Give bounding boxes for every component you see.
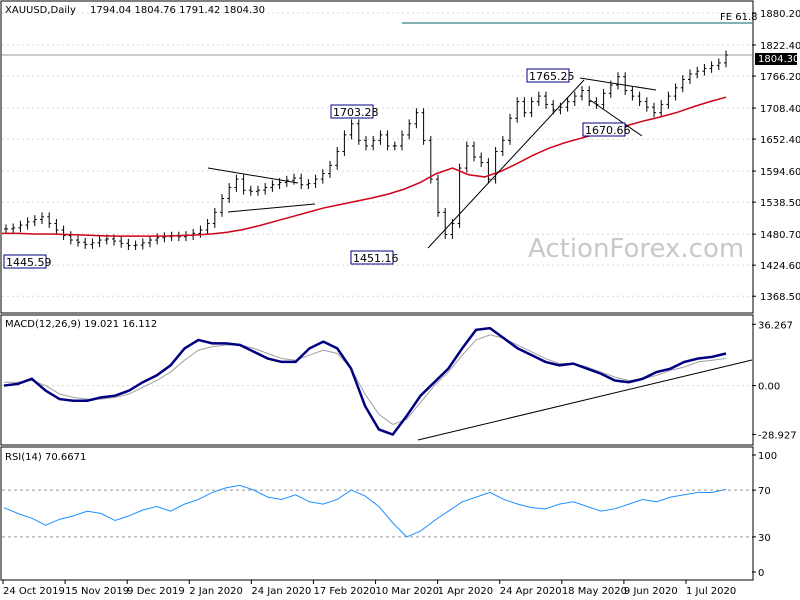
trendline	[207, 167, 299, 184]
macd-title: MACD(12,26,9) 19.021 16.112	[5, 319, 157, 330]
x-tick-label: 24 Jan 2020	[251, 586, 311, 597]
annotation-label: 1445.59	[6, 256, 52, 269]
price-gridlines	[2, 12, 752, 297]
macd-tick-label: 0.00	[758, 382, 780, 393]
price-tick-label: 1594.60	[760, 167, 800, 178]
rsi-panel-frame	[0, 446, 754, 581]
macd-line	[3, 326, 727, 437]
annotation-box	[350, 250, 394, 265]
price-tick-label: 1822.40	[760, 41, 800, 52]
trendline	[589, 99, 643, 137]
annotation-box	[330, 104, 374, 119]
x-tick-label: 17 Feb 2020	[313, 586, 375, 597]
watermark: ActionForex.com	[528, 234, 744, 264]
macd-signal-line	[4, 334, 727, 425]
price-tick-label: 1368.50	[760, 292, 800, 303]
price-tick-label: 1880.20	[760, 9, 800, 20]
x-tick-label: 24 Oct 2019	[3, 586, 65, 597]
annotation-box	[526, 68, 570, 83]
price-tick-label: 1424.60	[760, 261, 800, 272]
x-tick-label: 1 Apr 2020	[438, 586, 493, 597]
price-tick-label: 1480.70	[760, 230, 800, 241]
x-tick-label: 9 Jun 2020	[624, 586, 678, 597]
trendline	[427, 79, 585, 249]
macd-tick-label: 36.267	[758, 320, 793, 331]
x-tick-label: 15 Nov 2019	[65, 586, 129, 597]
annotation-label: 1670.66	[585, 124, 631, 137]
rsi-title: RSI(14) 70.6671	[5, 452, 86, 463]
rsi-tick-label: 0	[758, 568, 764, 579]
annotation-box	[3, 254, 47, 269]
price-tick-label: 1538.50	[760, 198, 800, 209]
rsi-tick-label: 100	[758, 451, 777, 462]
price-ohlc: 1794.04 1804.76 1791.42 1804.30	[90, 5, 265, 16]
x-tick-label: 24 Apr 2020	[500, 586, 562, 597]
x-tick-label: 1 Jul 2020	[686, 586, 736, 597]
macd-tick-label: -28.927	[758, 430, 797, 441]
annotation-box	[582, 122, 626, 137]
rsi-tick-label: 30	[758, 533, 771, 544]
trendlines	[207, 77, 657, 249]
price-bars	[4, 50, 728, 250]
x-tick-label: 18 May 2020	[562, 586, 627, 597]
x-tick-label: 2 Jan 2020	[189, 586, 243, 597]
price-annotations: 1445.59 1703.28 1451.16 1765.25 1670.66	[3, 68, 631, 269]
price-axis: 1880.20 1822.40 1766.20 1708.40 1652.40 1594.…	[752, 9, 800, 303]
price-tick-label: 1708.40	[760, 104, 800, 115]
rsi-line	[3, 484, 727, 538]
trendline	[579, 77, 657, 91]
macd-trendline	[417, 359, 753, 441]
price-title: XAUUSD,Daily	[5, 5, 76, 16]
rsi-tick-label: 70	[758, 486, 771, 497]
last-price-box	[755, 53, 797, 65]
fe-level-label: FE 61.8	[720, 12, 758, 23]
price-tick-label: 1652.40	[760, 135, 800, 146]
annotation-label: 1765.25	[529, 70, 575, 83]
rsi-gridlines	[2, 489, 752, 538]
macd-axis: 36.267 0.00 -28.927	[752, 320, 797, 441]
last-price-label: 1804.30	[758, 54, 799, 65]
price-panel-frame	[0, 0, 754, 314]
annotation-label: 1451.16	[353, 252, 399, 265]
price-tick-label: 1766.20	[760, 72, 800, 83]
trendline	[227, 203, 316, 213]
x-tick-label: 10 Mar 2020	[376, 586, 439, 597]
x-tick-label: 9 Dec 2019	[127, 586, 185, 597]
macd-panel-frame	[0, 314, 754, 446]
rsi-axis: 100 70 30 0	[752, 451, 777, 579]
annotation-label: 1703.28	[333, 106, 379, 119]
